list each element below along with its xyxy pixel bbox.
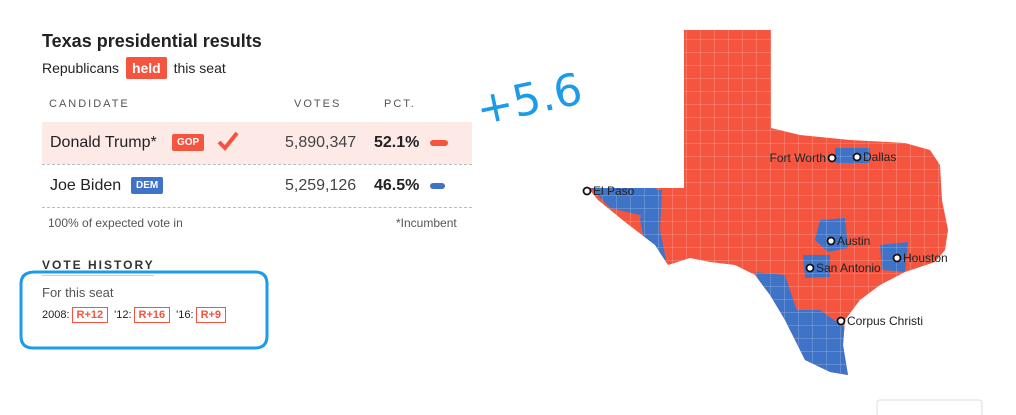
city-dot [805, 263, 815, 273]
city-label: Dallas [863, 150, 896, 164]
city-dot [827, 153, 837, 163]
column-header: CANDIDATE [49, 98, 130, 110]
city-label: Corpus Christi [847, 314, 923, 328]
city-dot [836, 316, 846, 326]
history-margin: R+12 [71, 307, 109, 323]
city-label: Fort Worth [770, 151, 826, 165]
history-label: '12: [114, 309, 132, 321]
pct-swatch [430, 140, 448, 146]
title: Texas presidential results [42, 31, 262, 51]
incumbent-note: *Incumbent [396, 216, 457, 230]
votes: 5,890,347 [285, 134, 357, 151]
hand-drawn-box [19, 270, 269, 350]
pct: 46.5% [374, 177, 420, 194]
party-badge: DEM [131, 177, 164, 194]
city-dot [852, 152, 862, 162]
party-badge: GOP [172, 134, 205, 151]
footnote: 100% of expected vote in [48, 216, 183, 230]
held-badge: held [125, 57, 167, 79]
annotation: +5.6 [472, 64, 587, 136]
history-label: '16: [176, 309, 194, 321]
candidate-name: Joe Biden [50, 177, 122, 194]
history-label: 2008: [42, 309, 70, 321]
subtitle-prefix: Republicans [42, 60, 120, 76]
city-label: Austin [837, 234, 870, 248]
pct-swatch [430, 183, 445, 189]
city-label: El Paso [593, 184, 635, 198]
column-header: VOTES [294, 98, 342, 110]
history-margin: R+16 [133, 307, 171, 323]
votes: 5,259,126 [285, 177, 357, 194]
city-label: San Antonio [816, 261, 881, 275]
candidate-row: Donald Trump* GOP 5,890,347 52.1% [42, 122, 472, 164]
divider [42, 207, 472, 208]
history-subtitle: For this seat [42, 285, 114, 300]
city-dot [826, 236, 836, 246]
city-dot [892, 253, 902, 263]
subtitle: Republicans held this seat [42, 57, 226, 79]
history-margin: R+9 [195, 307, 227, 323]
history-title: VOTE HISTORY [42, 258, 154, 276]
history-list: 2008: R+12 '12: R+16 '16: R+9 [42, 307, 232, 323]
city-dot [582, 186, 592, 196]
subtitle-suffix: this seat [173, 60, 226, 76]
candidate-name: Donald Trump* [50, 134, 157, 151]
winner-check [217, 131, 239, 151]
texas-map [588, 30, 948, 375]
pct: 52.1% [374, 134, 420, 151]
column-header: PCT. [384, 98, 416, 110]
corner-box [876, 399, 983, 415]
divider [42, 164, 472, 165]
candidate-row: Joe Biden DEM 5,259,126 46.5% [42, 165, 472, 207]
city-label: Houston [903, 251, 948, 265]
